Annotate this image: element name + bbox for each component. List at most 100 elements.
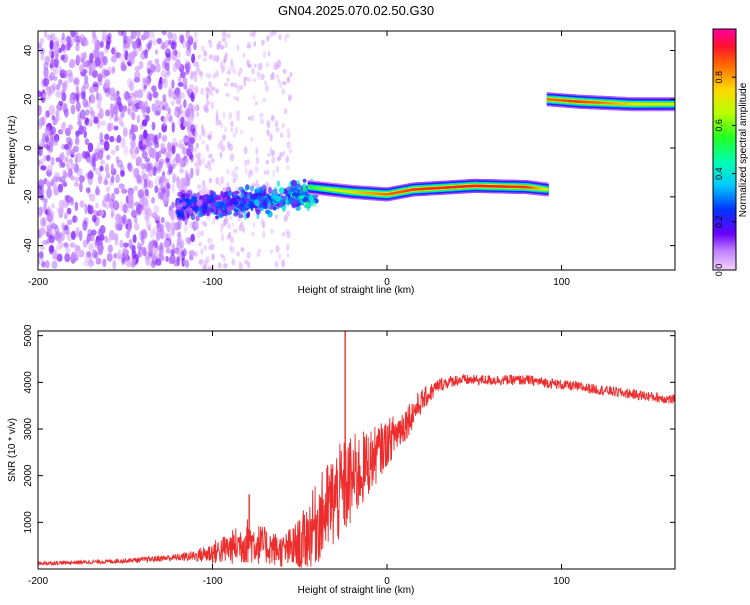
spectrogram-cell <box>138 61 144 70</box>
spectrogram-cell <box>133 222 140 231</box>
spectrogram-cell <box>50 178 55 187</box>
spectrogram-cell <box>254 165 259 173</box>
spectrogram-cell <box>220 190 224 197</box>
spectrogram-cell <box>183 157 190 163</box>
spectrogram-cell <box>179 157 185 169</box>
spectrogram-cell <box>200 87 205 96</box>
spectrogram-cell <box>167 107 172 115</box>
spectrogram-y-label: Frequency (Hz) <box>7 116 18 185</box>
spectrogram-cell <box>673 102 675 106</box>
spectrogram-cell <box>50 223 58 230</box>
spectrogram-cell <box>84 254 91 263</box>
spectrogram-cell <box>232 132 236 138</box>
spectrogram-cell <box>127 192 134 204</box>
spectrogram-cell <box>147 60 153 67</box>
spectrogram-cell <box>227 142 231 149</box>
spectrogram-cell <box>268 186 272 195</box>
spectrogram-cell <box>68 138 74 147</box>
spectrogram-cell <box>80 91 86 100</box>
spectrogram-cell <box>194 123 198 131</box>
spectrogram-cell <box>278 187 285 194</box>
spectrogram-cell <box>38 206 44 216</box>
spectrogram-cell <box>228 114 233 120</box>
spectrogram-cell <box>101 199 107 208</box>
spectrogram-cell <box>100 159 106 165</box>
spectrogram-cell <box>177 218 182 230</box>
spectrogram-cell <box>256 252 261 258</box>
spectrogram-cell <box>62 171 69 179</box>
spectrogram-cell <box>217 40 221 48</box>
spectrogram-cell <box>143 129 148 139</box>
spectrogram-cell <box>54 116 59 123</box>
spectrogram-cell <box>226 222 232 230</box>
spectrogram-cell <box>96 92 103 103</box>
spectrogram-x-ticks: -200 -100 0 100 <box>28 31 570 288</box>
spectrogram-cell <box>132 50 137 59</box>
spectrogram-cell <box>240 192 245 198</box>
spectrogram-cell <box>255 150 259 156</box>
spectrogram-cell <box>57 183 64 193</box>
spectrogram-cell <box>123 91 129 101</box>
spectrogram-cell <box>193 251 198 257</box>
spectrogram-cell <box>201 140 205 145</box>
spectrogram-cell <box>176 199 180 206</box>
spectrogram-cell <box>55 157 61 163</box>
spectrogram-cell <box>297 183 302 188</box>
spectrogram-cell <box>186 237 192 246</box>
spectrogram-cell <box>230 58 234 67</box>
spectrogram-cell <box>85 187 91 194</box>
spectrogram-cell <box>236 196 240 203</box>
spectrogram-cell <box>112 49 118 58</box>
spectrogram-cell <box>143 84 147 90</box>
spectrogram-cell <box>132 168 136 175</box>
spectrogram-cell <box>238 84 244 91</box>
spectrogram-cell <box>105 40 111 50</box>
spectrogram-cell <box>151 103 157 112</box>
spectrogram-cell <box>122 214 127 225</box>
spectrogram-cell <box>71 251 77 260</box>
spectrogram-cell <box>118 115 123 126</box>
spectrogram-cell <box>211 253 215 261</box>
spectrogram-cell <box>242 52 246 58</box>
spectrogram-cell <box>259 118 265 125</box>
spectrogram-cell <box>115 213 121 223</box>
spectrogram-cell <box>208 237 213 244</box>
spectrogram-cell <box>175 87 182 99</box>
spectrogram-cell <box>282 68 287 74</box>
spectrogram-cell <box>66 207 72 215</box>
spectrogram-cell <box>87 229 93 237</box>
spectrogram-cell <box>137 241 141 251</box>
spectrogram-cell <box>75 43 80 52</box>
spectrogram-cell <box>177 81 184 88</box>
spectrogram-cell <box>101 35 108 43</box>
spectrogram-cell <box>233 201 240 206</box>
spectrogram-cell <box>236 44 240 51</box>
spectrogram-cell <box>70 230 76 240</box>
spectrogram-cell <box>112 259 117 270</box>
spectrogram-cell <box>546 188 549 191</box>
spectrogram-cell <box>196 200 202 207</box>
spectrogram-cell <box>144 114 150 122</box>
spectrogram-cell <box>179 103 183 115</box>
spectrogram-cell <box>255 187 260 192</box>
spectrogram-cell <box>115 174 120 184</box>
spectrogram-cell <box>75 101 81 112</box>
spectrogram-cell <box>228 143 233 152</box>
spectrogram-cell <box>55 84 61 91</box>
spectrogram-cell <box>192 211 198 217</box>
spectrogram-cell <box>290 179 297 187</box>
spectrogram-cell <box>53 172 61 180</box>
spectrogram-cell <box>269 249 274 254</box>
spectrogram-cell <box>53 184 57 195</box>
spectrogram-cell <box>138 246 143 258</box>
spectrogram-cell <box>247 77 251 82</box>
spectrogram-cell <box>169 209 176 221</box>
spectrogram-cell <box>171 164 176 170</box>
spectrogram-cell <box>232 178 236 184</box>
spectrogram-cell <box>195 104 200 112</box>
spectrogram-cell <box>145 106 151 115</box>
spectrogram-cell <box>248 168 253 175</box>
colorbar-tick-label: 0.6 <box>714 119 724 132</box>
spectrogram-cell <box>74 137 80 146</box>
